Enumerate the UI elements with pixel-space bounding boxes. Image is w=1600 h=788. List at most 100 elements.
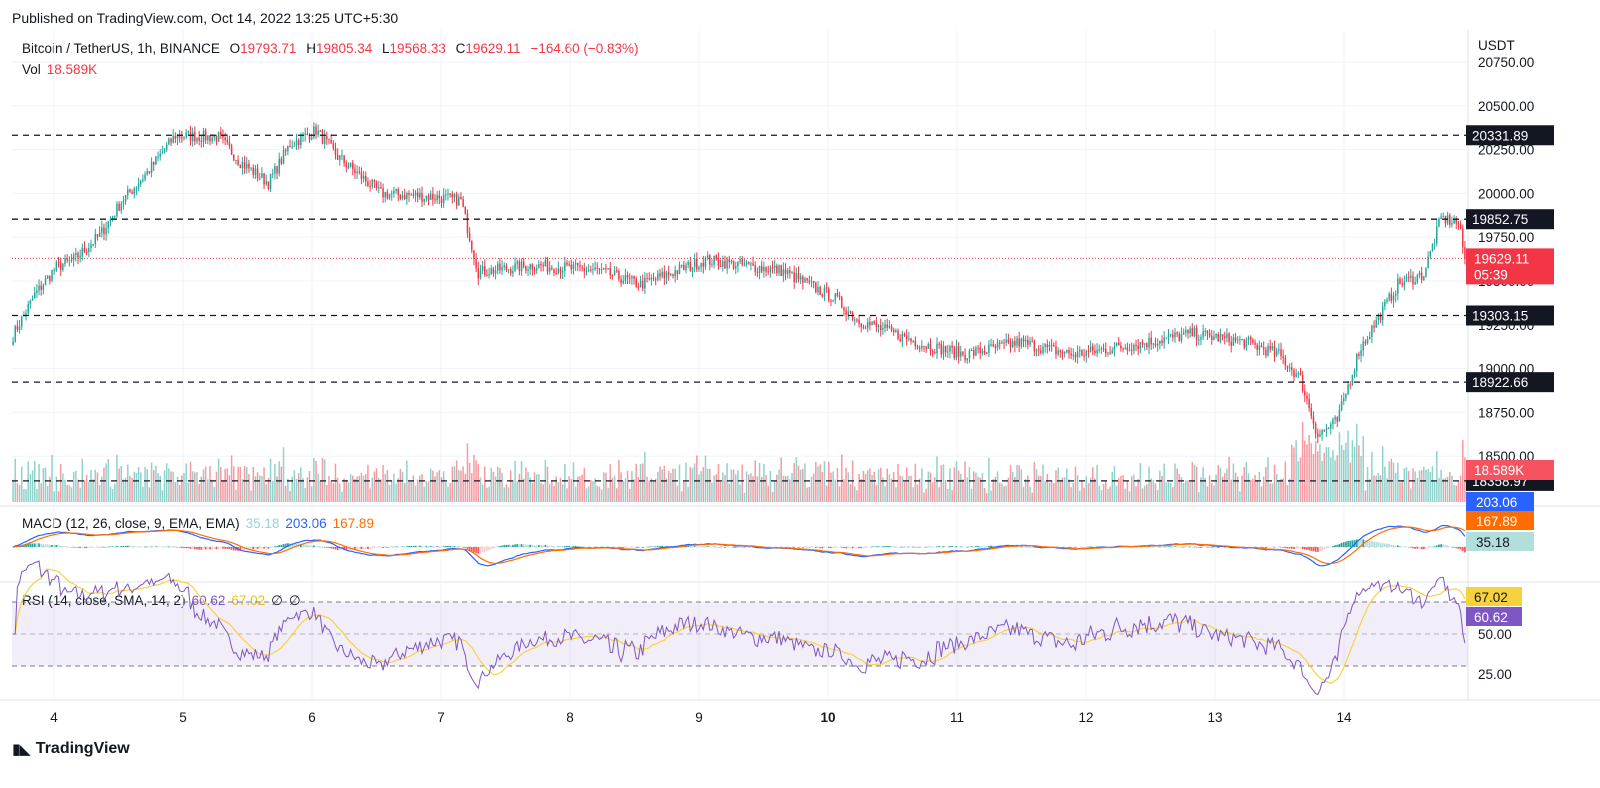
macd-histogram-bar — [406, 546, 408, 547]
macd-histogram-bar — [120, 546, 123, 547]
macd-histogram-bar — [910, 546, 912, 548]
high-label: H — [306, 41, 316, 56]
candle-body — [1122, 348, 1124, 350]
macd-histogram-bar — [271, 547, 274, 548]
macd-histogram-bar — [637, 547, 640, 548]
macd-histogram-bar — [1217, 547, 1220, 548]
macd-histogram-bar — [369, 547, 371, 549]
candle-body — [488, 274, 490, 276]
candle-body — [436, 195, 438, 201]
candle-body — [858, 319, 860, 324]
candle-body — [479, 270, 482, 279]
volume-bar — [763, 464, 765, 502]
macd-histogram-bar — [563, 546, 566, 547]
candle-body — [687, 261, 689, 266]
macd-histogram-bar — [1180, 546, 1183, 548]
candle-body — [384, 191, 386, 198]
volume-bar — [1299, 457, 1302, 502]
volume-bar — [18, 484, 21, 502]
candle-body — [626, 274, 629, 278]
candle-body — [1379, 314, 1382, 321]
volume-bar — [1271, 483, 1274, 502]
candle-body — [96, 234, 99, 237]
macd-histogram-bar — [278, 545, 281, 547]
macd-histogram-bar — [453, 546, 456, 547]
macd-histogram-bar — [745, 547, 748, 548]
candle-body — [782, 269, 785, 276]
change-value: −164.60 (−0.83%) — [530, 41, 639, 56]
volume-bar — [1429, 472, 1432, 502]
macd-tag-label: 35.18 — [1476, 535, 1510, 550]
volume-bar — [918, 478, 921, 502]
candle-body — [875, 323, 878, 327]
volume-bar — [700, 471, 702, 502]
volume-bar — [985, 492, 988, 502]
candle-body — [994, 346, 997, 348]
candle-body — [481, 266, 484, 271]
macd-histogram-bar — [176, 547, 179, 548]
macd-histogram-bar — [124, 545, 127, 547]
volume-bar — [280, 466, 283, 502]
candle-body — [983, 351, 986, 353]
volume-bar — [886, 468, 888, 502]
candle-body — [377, 187, 380, 189]
macd-legend[interactable]: MACD (12, 26, close, 9, EMA, EMA) 35.18 20… — [22, 516, 380, 531]
candle-body — [756, 271, 759, 273]
volume-bar — [1174, 463, 1176, 502]
candle-body — [830, 300, 832, 302]
macd-histogram-bar — [1195, 547, 1198, 548]
volume-bar — [217, 458, 220, 502]
macd-histogram-bar — [241, 547, 244, 551]
volume-bar — [843, 479, 845, 502]
candle-body — [1375, 319, 1377, 328]
macd-histogram-bar — [330, 547, 333, 549]
volume-bar — [116, 454, 118, 502]
candle-body — [639, 280, 642, 288]
macd-histogram-bar — [708, 546, 711, 548]
candle-body — [628, 277, 631, 279]
currency-label[interactable]: USDT — [1478, 38, 1515, 53]
volume-bar — [278, 461, 280, 502]
x-tick-label: 12 — [1078, 710, 1093, 725]
macd-histogram-bar — [888, 545, 891, 547]
volume-bar — [1027, 475, 1029, 502]
rsi-y-tick-label: 25.00 — [1478, 667, 1512, 682]
candle-body — [1031, 341, 1033, 343]
candle-body — [633, 276, 635, 279]
macd-histogram-bar — [1189, 546, 1191, 548]
volume-bar — [836, 467, 839, 502]
volume-bar — [237, 466, 239, 502]
volume-bar — [505, 484, 508, 502]
candle-body — [1189, 328, 1191, 334]
candle-body — [981, 351, 984, 354]
volume-bar — [579, 476, 581, 502]
volume-bar — [142, 486, 144, 502]
candle-body — [207, 135, 209, 141]
macd-histogram-bar — [1085, 546, 1088, 548]
volume-bar — [728, 483, 731, 502]
macd-histogram-bar — [942, 546, 945, 547]
macd-histogram-bar — [1345, 541, 1347, 547]
volume-bar — [1306, 444, 1308, 502]
macd-histogram-bar — [1137, 546, 1140, 548]
volume-legend: Vol 18.589K — [22, 62, 97, 77]
candle-body — [163, 149, 166, 153]
volume-bar — [442, 471, 445, 502]
volume-bar — [382, 465, 384, 502]
candle-body — [512, 271, 514, 274]
macd-histogram-bar — [213, 547, 216, 550]
volume-bar — [267, 477, 270, 502]
candle-body — [282, 150, 285, 164]
candle-body — [1003, 342, 1005, 344]
volume-bar — [1388, 461, 1390, 502]
macd-histogram-bar — [574, 545, 577, 547]
candle-body — [1453, 219, 1455, 224]
symbol-title[interactable]: Bitcoin / TetherUS, 1h, BINANCE — [22, 41, 220, 56]
candle-body — [304, 133, 306, 135]
macd-histogram-bar — [38, 543, 40, 547]
macd-histogram-bar — [1018, 546, 1021, 548]
macd-histogram-bar — [895, 546, 897, 547]
volume-bar — [1074, 466, 1077, 502]
volume-bar — [1457, 481, 1460, 502]
